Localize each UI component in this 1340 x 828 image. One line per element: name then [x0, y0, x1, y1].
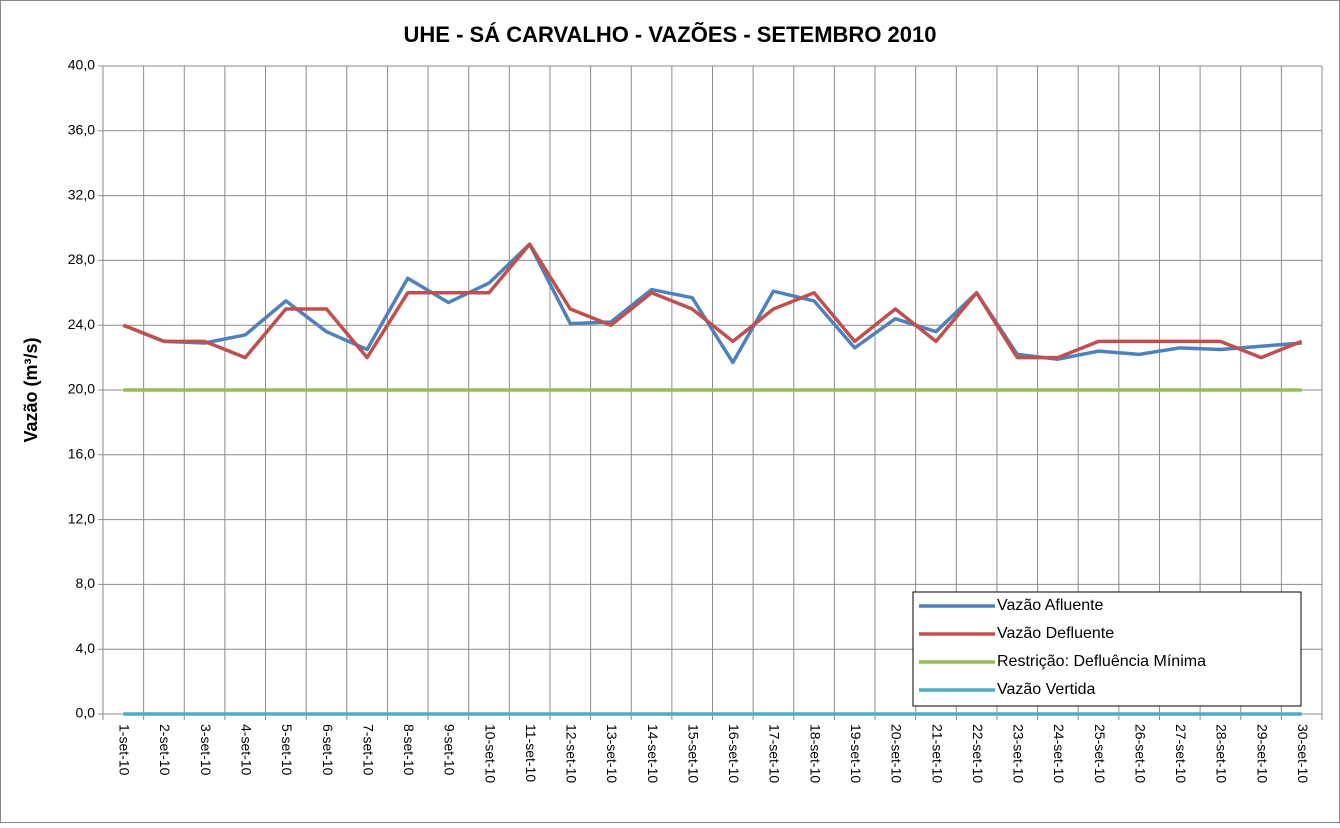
x-tick-label: 1-set-10 — [117, 724, 133, 776]
y-tick-label: 36,0 — [68, 122, 95, 138]
x-tick-label: 2-set-10 — [157, 724, 173, 776]
legend-label: Restrição: Defluência Mínima — [997, 653, 1206, 670]
legend-box — [912, 591, 1302, 707]
y-tick-label: 0,0 — [76, 705, 96, 721]
x-tick-label: 16-set-10 — [726, 724, 742, 783]
x-tick-label: 11-set-10 — [523, 724, 539, 782]
x-tick-label: 8-set-10 — [401, 724, 417, 776]
x-tick-label: 28-set-10 — [1214, 724, 1230, 783]
y-tick-label: 16,0 — [68, 446, 95, 462]
x-tick-label: 23-set-10 — [1011, 724, 1027, 783]
y-tick-label: 12,0 — [68, 510, 95, 526]
x-tick-label: 12-set-10 — [564, 724, 580, 783]
x-tick-label: 13-set-10 — [604, 724, 620, 783]
y-tick-label: 8,0 — [76, 575, 96, 591]
y-tick-label: 20,0 — [68, 381, 95, 397]
x-tick-label: 21-set-10 — [929, 724, 945, 783]
x-tick-label: 27-set-10 — [1173, 724, 1189, 783]
x-tick-label: 25-set-10 — [1092, 724, 1108, 783]
x-tick-label: 22-set-10 — [970, 724, 986, 783]
chart-title: UHE - SÁ CARVALHO - VAZÕES - SETEMBRO 20… — [404, 22, 937, 47]
x-tick-label: 29-set-10 — [1254, 724, 1270, 783]
legend-label: Vazão Vertida — [997, 681, 1096, 698]
x-tick-label: 7-set-10 — [360, 724, 376, 776]
series-line — [122, 242, 1303, 360]
x-tick-label: 10-set-10 — [482, 724, 498, 783]
legend-label: Vazão Afluente — [997, 597, 1104, 614]
x-tick-label: 6-set-10 — [320, 724, 336, 776]
x-tick-label: 9-set-10 — [442, 724, 458, 776]
x-tick-label: 4-set-10 — [239, 724, 255, 776]
series-line — [122, 242, 1302, 365]
x-tick-label: 5-set-10 — [279, 724, 295, 776]
x-tick-label: 18-set-10 — [807, 724, 823, 783]
x-tick-label: 26-set-10 — [1132, 724, 1148, 783]
y-tick-label: 24,0 — [68, 316, 95, 332]
legend-label: Vazão Defluente — [997, 625, 1114, 642]
y-tick-label: 40,0 — [68, 57, 95, 73]
y-axis-label: Vazão (m³/s) — [21, 337, 41, 442]
x-tick-label: 14-set-10 — [645, 724, 661, 783]
x-tick-label: 17-set-10 — [767, 724, 783, 783]
x-tick-label: 30-set-10 — [1295, 724, 1311, 783]
x-tick-label: 24-set-10 — [1051, 724, 1067, 783]
x-tick-label: 19-set-10 — [848, 724, 864, 783]
y-tick-label: 28,0 — [68, 251, 95, 267]
x-tick-label: 3-set-10 — [198, 724, 214, 776]
x-tick-label: 20-set-10 — [889, 724, 905, 783]
y-tick-label: 32,0 — [68, 186, 95, 202]
y-tick-label: 4,0 — [76, 640, 96, 656]
x-tick-label: 15-set-10 — [685, 724, 701, 783]
